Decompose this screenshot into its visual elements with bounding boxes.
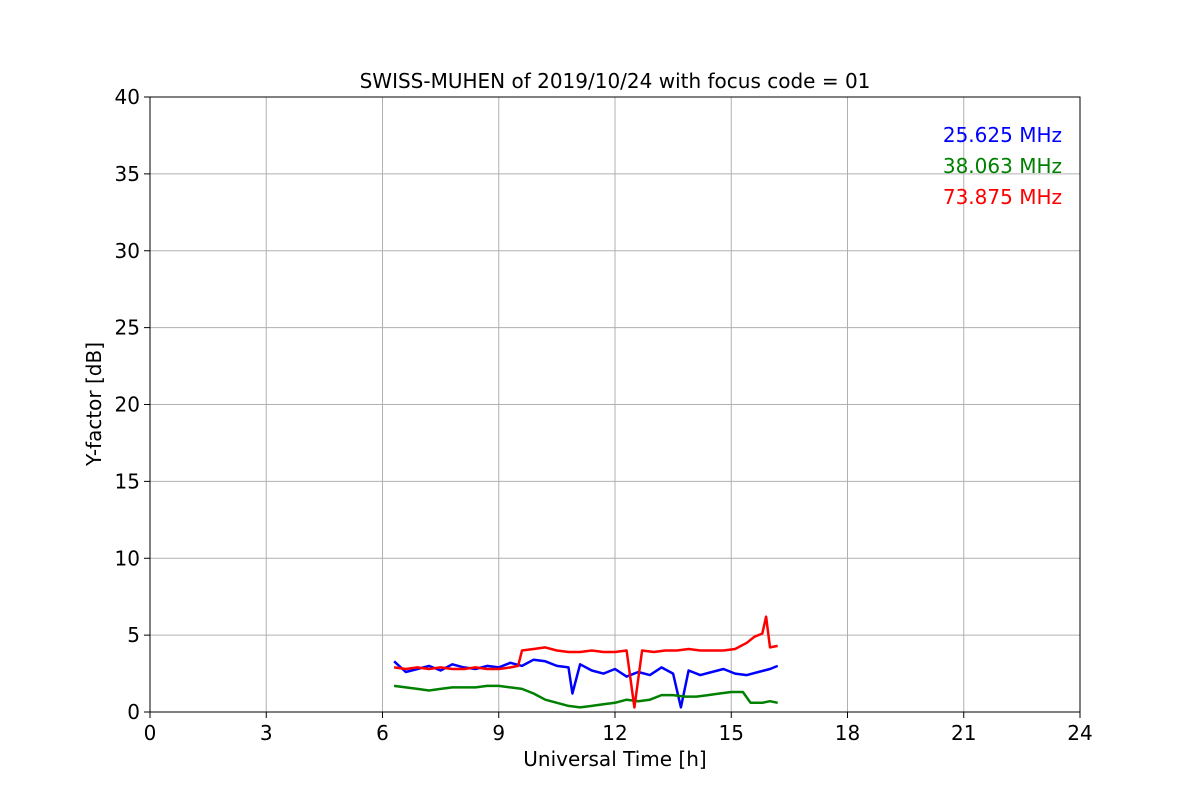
y-tick-label: 20: [115, 393, 140, 417]
y-tick-label: 40: [115, 85, 140, 109]
legend-entry-1: 25.625 MHz: [943, 123, 1062, 147]
legend-entry-2: 38.063 MHz: [943, 154, 1062, 178]
y-tick-label: 35: [115, 162, 140, 186]
series-lines: [393, 615, 779, 709]
grid-lines: [149, 96, 1081, 713]
x-tick-label: 12: [602, 721, 627, 745]
x-tick-label: 21: [951, 721, 976, 745]
y-axis-ticks: 0 5 10 15 20 25 30 35 40: [115, 85, 150, 724]
x-tick-label: 24: [1067, 721, 1092, 745]
x-tick-label: 0: [144, 721, 157, 745]
y-tick-label: 5: [127, 623, 140, 647]
x-tick-label: 6: [376, 721, 389, 745]
y-axis-label: Y-factor [dB]: [82, 342, 106, 467]
y-tick-label: 15: [115, 469, 140, 493]
x-tick-label: 9: [492, 721, 505, 745]
x-tick-label: 18: [835, 721, 860, 745]
x-axis-label: Universal Time [h]: [523, 747, 706, 771]
x-axis-ticks: 0 3 6 9 12 15 18 21 24: [144, 712, 1093, 745]
series-line-1: [393, 658, 779, 709]
legend-entry-3: 73.875 MHz: [943, 185, 1062, 209]
series-line-3: [393, 615, 778, 709]
legend: 25.625 MHz 38.063 MHz 73.875 MHz: [943, 123, 1062, 209]
y-tick-label: 10: [115, 546, 140, 570]
y-tick-label: 30: [115, 239, 140, 263]
chart-title: SWISS-MUHEN of 2019/10/24 with focus cod…: [360, 69, 871, 93]
series-line-2: [393, 684, 778, 709]
y-tick-label: 25: [115, 316, 140, 340]
x-tick-label: 3: [260, 721, 273, 745]
y-tick-label: 0: [127, 700, 140, 724]
x-tick-label: 15: [719, 721, 744, 745]
